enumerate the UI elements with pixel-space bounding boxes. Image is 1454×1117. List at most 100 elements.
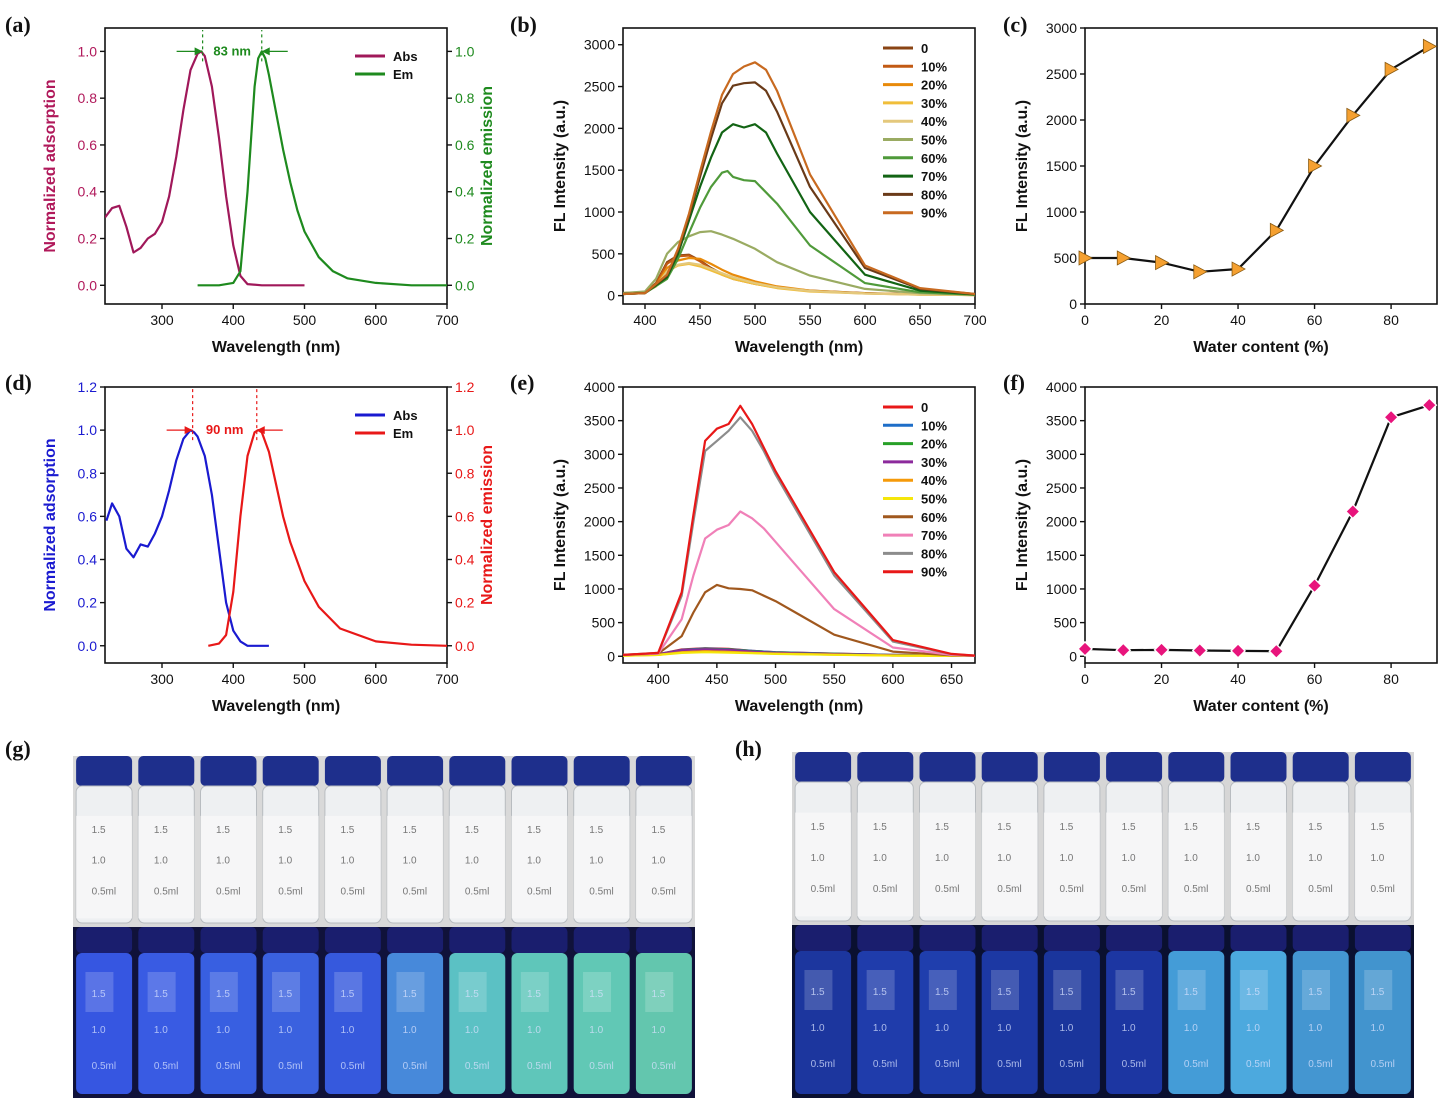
- y-tick-label: 3500: [1046, 413, 1077, 429]
- vial-graduation: 1.0: [997, 853, 1011, 864]
- legend-label: 40%: [921, 473, 947, 488]
- panel-label-f: (f): [1003, 370, 1025, 395]
- y-tick-label: 0.4: [78, 184, 98, 200]
- annotation-arrowhead: [184, 426, 193, 435]
- series-line: [623, 404, 975, 657]
- x-tick-label: 650: [908, 312, 932, 328]
- legend-label: 70%: [921, 169, 947, 184]
- y2-tick-label: 1.2: [455, 379, 475, 395]
- vial-body-uv: [511, 953, 568, 1094]
- plot-frame: [622, 386, 976, 664]
- y-axis-label: FL Intensity (a.u.): [552, 459, 569, 591]
- vial-graduation: 0.5ml: [651, 887, 675, 898]
- vial-label-uv: [85, 972, 114, 1012]
- vial-graduation-uv: 0.5ml: [1370, 1059, 1394, 1070]
- y2-tick-label: 0.8: [455, 90, 475, 106]
- vial-graduation-uv: 1.0: [651, 1025, 665, 1036]
- vial-graduation: 1.0: [873, 853, 887, 864]
- vial-graduation-uv: 0.5ml: [651, 1061, 675, 1072]
- x-tick-label: 450: [688, 312, 712, 328]
- annotation-label: 83 nm: [213, 43, 251, 58]
- y-tick-label: 3500: [584, 413, 615, 429]
- y2-axis-label: Normalized emission: [479, 86, 496, 246]
- vial-cap: [262, 756, 319, 786]
- vial-graduation: 1.5: [154, 825, 168, 836]
- vial-graduation: 1.5: [465, 825, 479, 836]
- x-tick-label: 500: [743, 312, 767, 328]
- x-tick-label: 700: [435, 671, 459, 687]
- y2-tick-label: 0.0: [455, 277, 475, 293]
- legend-label: 30%: [921, 96, 947, 111]
- y2-tick-label: 0.2: [455, 231, 475, 247]
- x-tick-label: 400: [647, 671, 671, 687]
- series-line: [623, 61, 975, 296]
- x-tick-label: 20: [1154, 312, 1170, 328]
- vial-graduation: 0.5ml: [340, 887, 364, 898]
- vial-liquid: [387, 815, 444, 919]
- y-tick-label: 0.8: [78, 465, 98, 481]
- vial-label-uv: [334, 972, 363, 1012]
- vial-label-uv: [458, 972, 487, 1012]
- vial-graduation-uv: 1.0: [154, 1025, 168, 1036]
- vial-cap: [449, 756, 506, 786]
- x-tick-label: 650: [940, 671, 964, 687]
- vial-liquid: [262, 815, 319, 919]
- y2-tick-label: 0.2: [455, 595, 475, 611]
- y2-tick-label: 1.0: [455, 422, 475, 438]
- vial-graduation-uv: 1.0: [873, 1023, 887, 1034]
- vial-liquid: [324, 815, 381, 919]
- vial-cap-uv: [511, 927, 568, 953]
- y-tick-label: 3000: [584, 37, 615, 53]
- series-line: [197, 50, 447, 287]
- vial-label-uv: [1177, 970, 1206, 1010]
- plot-frame: [1084, 386, 1438, 664]
- data-point: [1116, 250, 1132, 266]
- vial-graduation: 1.0: [1059, 853, 1073, 864]
- y-axis-label: Normalized adsorption: [42, 79, 59, 252]
- y-tick-label: 2500: [584, 79, 615, 95]
- vial-graduation: 0.5ml: [1246, 884, 1270, 895]
- vial-graduation: 1.5: [340, 825, 354, 836]
- vial-graduation-uv: 1.5: [811, 987, 825, 998]
- vial-graduation: 1.5: [935, 822, 949, 833]
- y2-tick-label: 0.8: [455, 465, 475, 481]
- vial-graduation-uv: 1.5: [1059, 987, 1073, 998]
- plot-frame: [104, 27, 448, 305]
- y-tick-label: 0: [1069, 648, 1077, 664]
- x-tick-label: 450: [705, 671, 729, 687]
- annotation-label: 90 nm: [206, 422, 244, 437]
- vial-graduation: 1.5: [1246, 822, 1260, 833]
- vial-liquid: [919, 812, 976, 917]
- y-tick-label: 3000: [1046, 20, 1077, 36]
- vial-graduation-uv: 1.5: [1122, 987, 1136, 998]
- y-tick-label: 1.0: [78, 43, 98, 59]
- vial-body-uv: [573, 953, 630, 1094]
- y-axis-label: Normalized adsorption: [42, 438, 59, 611]
- y2-tick-label: 0.0: [455, 638, 475, 654]
- x-axis-label: Water content (%): [1193, 698, 1328, 715]
- vial-liquid: [1354, 812, 1411, 917]
- vial-graduation: 1.5: [997, 822, 1011, 833]
- y-tick-label: 500: [592, 615, 616, 631]
- vial-cap-uv: [324, 927, 381, 953]
- vial-cap: [1043, 752, 1100, 782]
- chart-c: 0 20 40 60 80 0 500 1000 1500 2000 2500 3000 Water c…: [1014, 20, 1438, 356]
- x-tick-label: 700: [435, 312, 459, 328]
- plot-frame: [622, 27, 976, 305]
- vial-cap-uv: [1043, 925, 1100, 951]
- panel-label-g: (g): [5, 736, 31, 761]
- data-point: [1191, 642, 1208, 659]
- y-axis-label: FL Intensity (a.u.): [1014, 100, 1031, 232]
- y-tick-label: 0.0: [78, 277, 98, 293]
- x-tick-label: 60: [1307, 312, 1323, 328]
- y-tick-label: 1000: [1046, 204, 1077, 220]
- vial-body-uv: [1354, 951, 1411, 1094]
- vial-body-uv: [1230, 951, 1287, 1094]
- y-tick-label: 2000: [584, 514, 615, 530]
- vial-cap: [1354, 752, 1411, 782]
- x-tick-label: 700: [963, 312, 987, 328]
- x-tick-label: 300: [150, 671, 174, 687]
- vial-graduation-uv: 1.0: [1184, 1023, 1198, 1034]
- vial-body-uv: [324, 953, 381, 1094]
- data-point: [1230, 642, 1247, 659]
